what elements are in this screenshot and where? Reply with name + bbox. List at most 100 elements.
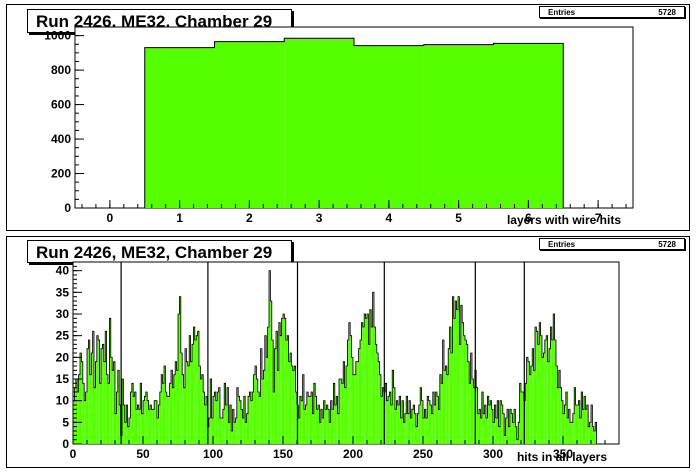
bar	[522, 392, 524, 444]
bar	[516, 439, 519, 444]
bar	[455, 301, 457, 444]
bar	[451, 353, 453, 444]
bar	[488, 405, 491, 444]
bar	[234, 422, 236, 444]
bar	[430, 405, 432, 444]
x-axis-title: layers with wire hits	[507, 213, 621, 227]
bar	[407, 413, 409, 444]
bar	[574, 387, 576, 444]
x-tick-label: 250	[413, 447, 433, 461]
bar	[280, 335, 282, 444]
bar	[193, 327, 195, 444]
bar	[486, 418, 488, 444]
bar	[585, 409, 587, 444]
y-tick-label: 40	[56, 264, 70, 278]
bar	[190, 361, 192, 444]
bar	[101, 348, 103, 444]
bar	[218, 387, 220, 444]
bar	[497, 400, 499, 444]
bar	[124, 422, 127, 444]
bar	[288, 361, 290, 444]
x-tick-label: 0	[107, 211, 114, 225]
bar	[228, 422, 230, 444]
bar	[467, 361, 470, 444]
bar	[558, 370, 561, 444]
bar	[582, 409, 584, 444]
bar	[483, 413, 485, 444]
bar	[463, 335, 465, 444]
bar	[201, 374, 204, 444]
bar	[326, 405, 328, 444]
bar	[423, 418, 425, 444]
bar	[242, 418, 244, 444]
bar	[304, 409, 306, 444]
bar	[77, 392, 79, 444]
bar	[591, 405, 593, 444]
bar	[448, 348, 450, 444]
bar	[112, 370, 114, 444]
bar	[395, 409, 397, 444]
bar	[544, 340, 547, 444]
bar	[316, 409, 318, 444]
bar	[164, 366, 166, 444]
bar	[465, 340, 467, 444]
bar	[365, 318, 367, 444]
bar	[74, 387, 76, 444]
bar	[572, 413, 575, 444]
x-tick-label: 350	[553, 447, 573, 461]
y-tick-label: 600	[51, 98, 71, 112]
bar	[284, 38, 354, 209]
x-axis-title: hits in all layers	[517, 450, 607, 464]
bar	[396, 400, 398, 444]
bar	[512, 422, 514, 444]
bar	[579, 418, 582, 444]
bar	[159, 392, 162, 444]
bar	[332, 409, 334, 444]
bar	[129, 418, 131, 444]
bar	[561, 400, 563, 444]
bar	[117, 370, 120, 444]
bar	[318, 405, 320, 444]
bar	[108, 383, 110, 444]
bar	[462, 322, 464, 444]
bar	[243, 396, 246, 444]
bar	[502, 413, 505, 444]
x-tick-label: 0	[70, 447, 77, 461]
bar	[382, 387, 384, 444]
y-tick-label: 10	[56, 394, 70, 408]
y-tick-label: 0	[64, 201, 71, 215]
bar	[172, 387, 174, 444]
bar	[89, 374, 92, 444]
bar	[249, 392, 251, 444]
bar	[418, 405, 421, 444]
bar	[217, 392, 219, 444]
y-tick-label: 15	[56, 372, 70, 386]
bar	[493, 43, 564, 208]
bar	[336, 396, 338, 444]
stats-box: Entries 5728	[539, 6, 685, 18]
bar	[211, 418, 213, 444]
bar	[305, 405, 307, 444]
bar	[481, 392, 484, 444]
bar	[277, 370, 279, 444]
bar	[259, 396, 261, 444]
bar	[449, 327, 451, 444]
bar	[102, 344, 104, 444]
bar	[189, 335, 191, 444]
bar	[400, 418, 402, 444]
x-tick-label: 6	[525, 211, 532, 225]
bar	[379, 374, 381, 444]
x-tick-label: 5	[455, 211, 462, 225]
bar	[162, 383, 164, 444]
bar	[119, 405, 121, 444]
bar	[301, 400, 303, 444]
x-tick-label: 4	[386, 211, 393, 225]
bar	[213, 396, 215, 444]
bar	[264, 335, 267, 444]
bar	[235, 418, 237, 444]
bar	[508, 426, 510, 444]
bar	[271, 340, 274, 444]
bar	[197, 331, 199, 444]
bar	[361, 322, 363, 444]
bar	[208, 418, 211, 444]
